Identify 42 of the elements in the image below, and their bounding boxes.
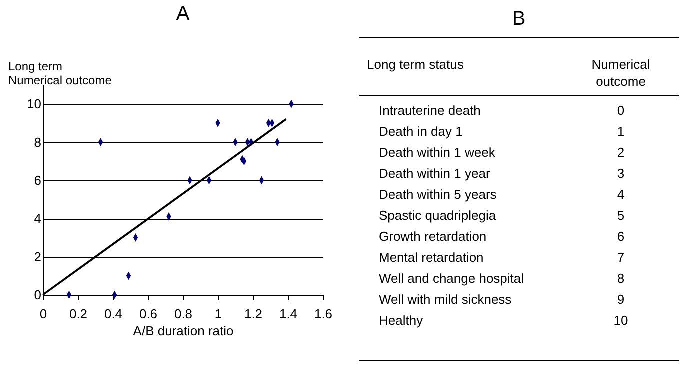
x-tick-label: 0.8: [174, 306, 193, 322]
y-tick-label: 8: [34, 134, 42, 150]
category-label: Mental retardation: [379, 250, 484, 265]
category-label: Death in day 1: [379, 124, 463, 139]
x-tick-label: 1.2: [244, 306, 263, 322]
y-tick-label: 0: [34, 288, 42, 302]
data-label: 6: [617, 229, 625, 244]
y-tick-label: 6: [34, 172, 42, 188]
x-tick-label: 1: [214, 306, 222, 322]
x-tick-label: 0.4: [104, 306, 123, 322]
data-label: 3: [617, 166, 625, 181]
data-label: 0: [617, 103, 625, 118]
x-tick-label: 1.4: [279, 306, 298, 322]
data-label: 2: [617, 145, 625, 160]
data-label: 7: [617, 250, 625, 265]
data-label: 10: [614, 313, 628, 328]
x-tick-label: 0.2: [69, 306, 88, 322]
category-label: Growth retardation: [379, 229, 487, 244]
category-label: Spastic quadriplegia: [379, 208, 497, 223]
y-axis-title: Long term Numerical outcome: [8, 60, 112, 88]
text: Long term status: [367, 57, 464, 72]
category-label: Death within 1 year: [379, 166, 491, 181]
x-tick-label: 1.6: [314, 306, 333, 322]
category-label: Well and change hospital: [379, 271, 524, 286]
text: B: [512, 8, 526, 30]
data-label: 8: [617, 271, 625, 286]
x-tick-label: 0.6: [139, 306, 158, 322]
data-label: 5: [617, 208, 625, 223]
y-tick-label: 10: [27, 96, 42, 112]
category-label: Death within 5 years: [379, 187, 498, 202]
category-label: Intrauterine death: [379, 103, 481, 118]
category-label: Well with mild sickness: [379, 292, 512, 307]
text: Numerical outcome: [592, 57, 650, 89]
category-label: Death within 1 week: [379, 145, 496, 160]
y-tick-label: 4: [34, 211, 42, 226]
x-axis-title: A/B duration ratio: [133, 324, 234, 338]
category-label: Healthy: [379, 313, 424, 328]
data-label: 4: [617, 187, 625, 202]
data-label: 1: [617, 124, 625, 139]
chart-title: A: [176, 3, 190, 25]
data-label: 9: [617, 292, 625, 307]
y-tick-label: 2: [34, 249, 42, 264]
